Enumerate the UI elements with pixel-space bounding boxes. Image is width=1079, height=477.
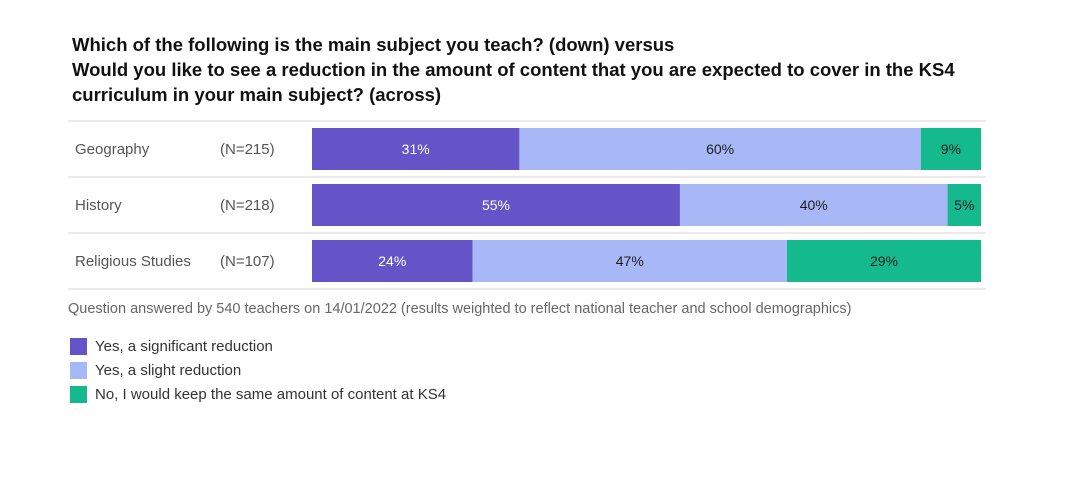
legend-swatch <box>70 361 87 379</box>
chart-title: Which of the following is the main subje… <box>72 32 1032 107</box>
legend-label: Yes, a significant reduction <box>95 337 273 355</box>
legend-swatch <box>70 337 87 355</box>
bar-segment <box>947 184 981 226</box>
data-label: 40% <box>800 197 828 213</box>
legend-swatch <box>70 385 87 403</box>
bar-segment <box>312 184 680 226</box>
chart-title-line-3: curriculum in your main subject? (across… <box>72 84 442 105</box>
bar-segment <box>786 240 981 282</box>
data-label: 31% <box>402 141 430 157</box>
legend-item: Yes, a slight reduction <box>70 358 446 382</box>
data-label: 5% <box>954 197 974 213</box>
bar-segment <box>519 128 921 170</box>
data-label: 55% <box>482 197 510 213</box>
sample-size-label: (N=218) <box>220 197 275 214</box>
data-label: 60% <box>706 141 734 157</box>
bar-segment <box>920 128 981 170</box>
data-label: 29% <box>870 253 898 269</box>
legend-item: Yes, a significant reduction <box>70 334 446 358</box>
chart-title-line-1: Which of the following is the main subje… <box>72 34 675 55</box>
chart-title-line-2: Would you like to see a reduction in the… <box>72 59 955 80</box>
bar-segment <box>312 240 473 282</box>
stacked-bar-chart: Geography (N=215) 31% 60% 9% History (N=218) 55… <box>68 120 986 290</box>
legend-label: Yes, a slight reduction <box>95 361 242 379</box>
chart-legend: Yes, a significant reduction Yes, a sligh… <box>70 334 446 406</box>
data-label: 9% <box>941 141 961 157</box>
data-label: 47% <box>616 253 644 269</box>
data-label: 24% <box>378 253 406 269</box>
chart-footnote: Question answered by 540 teachers on 14/… <box>68 301 852 317</box>
category-label: History <box>75 197 122 214</box>
bar-segment <box>472 240 787 282</box>
category-label: Geography <box>75 141 150 158</box>
sample-size-label: (N=107) <box>220 253 275 270</box>
legend-label: No, I would keep the same amount of cont… <box>95 385 447 403</box>
legend-item: No, I would keep the same amount of cont… <box>70 382 446 406</box>
bar-segment <box>679 184 948 226</box>
sample-size-label: (N=215) <box>220 141 275 158</box>
category-label: Religious Studies <box>75 253 191 270</box>
bar-segment <box>312 128 520 170</box>
